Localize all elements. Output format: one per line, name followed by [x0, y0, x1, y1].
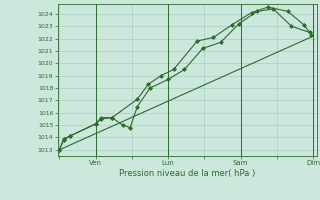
X-axis label: Pression niveau de la mer( hPa ): Pression niveau de la mer( hPa ) — [119, 169, 255, 178]
